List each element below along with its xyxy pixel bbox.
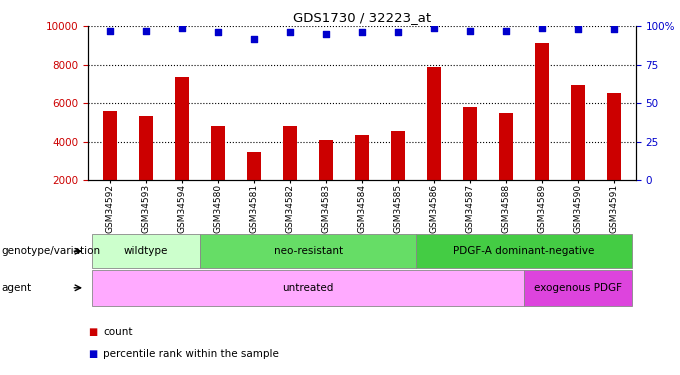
Text: ■: ■: [88, 327, 98, 337]
Text: neo-resistant: neo-resistant: [273, 246, 343, 256]
Text: percentile rank within the sample: percentile rank within the sample: [103, 350, 279, 359]
Point: [464, 28, 475, 34]
Bar: [211, 126, 225, 180]
Point: [500, 28, 511, 34]
Text: untreated: untreated: [282, 283, 334, 293]
Point: [537, 25, 547, 31]
Bar: [463, 107, 477, 180]
Bar: [391, 131, 405, 180]
Text: wildtype: wildtype: [124, 246, 168, 256]
Bar: [175, 77, 189, 180]
Bar: [427, 67, 441, 180]
Point: [357, 29, 368, 35]
Point: [428, 25, 439, 31]
Point: [392, 29, 403, 35]
Bar: [103, 111, 117, 180]
Bar: [499, 113, 513, 180]
Title: GDS1730 / 32223_at: GDS1730 / 32223_at: [293, 11, 431, 24]
Bar: [607, 93, 622, 180]
Point: [609, 26, 619, 32]
Bar: [139, 116, 153, 180]
Point: [213, 29, 224, 35]
Point: [285, 29, 296, 35]
Text: exogenous PDGF: exogenous PDGF: [534, 283, 622, 293]
Text: genotype/variation: genotype/variation: [1, 246, 101, 256]
Text: ■: ■: [88, 350, 98, 359]
Text: agent: agent: [1, 283, 31, 293]
Point: [249, 36, 260, 42]
Bar: [355, 135, 369, 180]
Bar: [283, 126, 297, 180]
Bar: [571, 85, 585, 180]
Point: [141, 28, 152, 34]
Point: [573, 26, 583, 32]
Bar: [535, 43, 549, 180]
Bar: [319, 140, 333, 180]
Point: [177, 25, 188, 31]
Text: count: count: [103, 327, 133, 337]
Point: [321, 31, 332, 37]
Point: [105, 28, 116, 34]
Bar: [247, 152, 261, 180]
Text: PDGF-A dominant-negative: PDGF-A dominant-negative: [454, 246, 595, 256]
